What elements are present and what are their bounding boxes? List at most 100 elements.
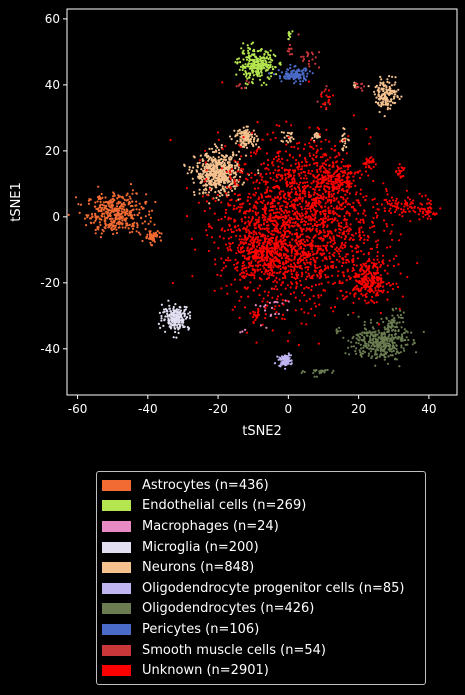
data-point [378, 90, 381, 93]
data-point [277, 155, 280, 158]
data-point [205, 200, 208, 203]
data-point [308, 152, 311, 155]
data-point [345, 253, 348, 256]
data-point [293, 268, 296, 271]
data-point [346, 253, 350, 256]
data-point [386, 80, 389, 84]
data-point [281, 157, 284, 160]
data-point [241, 247, 244, 250]
data-point [290, 145, 293, 148]
data-point [332, 207, 335, 210]
data-point [343, 215, 346, 218]
data-point [205, 154, 208, 157]
data-point [261, 300, 264, 303]
data-point [339, 228, 342, 231]
data-point [404, 343, 407, 346]
data-point [349, 223, 352, 226]
data-point [240, 238, 243, 241]
data-point [218, 160, 221, 163]
data-point [388, 349, 391, 352]
data-point [393, 316, 396, 320]
data-point [289, 263, 293, 266]
data-point [285, 355, 288, 358]
data-point [291, 233, 294, 236]
data-point [237, 194, 240, 197]
data-point [309, 263, 312, 266]
data-point [302, 59, 305, 63]
data-point [301, 196, 304, 199]
data-point [389, 337, 392, 340]
data-point [307, 223, 310, 226]
data-point [308, 65, 311, 68]
data-point [311, 250, 314, 253]
data-point [306, 243, 309, 246]
data-point [272, 242, 275, 245]
data-point [255, 60, 258, 64]
data-point [250, 42, 253, 46]
data-point [386, 100, 389, 103]
data-point [101, 196, 104, 199]
data-point [174, 327, 177, 330]
data-point [254, 304, 257, 307]
data-point [329, 218, 332, 221]
data-point [311, 243, 314, 246]
data-point [361, 281, 364, 284]
data-point [326, 235, 329, 238]
data-point [397, 337, 400, 340]
data-point [281, 262, 284, 266]
data-point [332, 243, 335, 246]
data-point [210, 157, 213, 160]
data-point [387, 322, 390, 325]
data-point [149, 216, 152, 219]
data-point [319, 245, 322, 248]
data-point [255, 135, 258, 138]
data-point [348, 203, 352, 206]
data-point [279, 196, 282, 199]
data-point [244, 82, 247, 85]
data-point [372, 291, 375, 294]
data-point [263, 250, 266, 253]
data-point [333, 305, 337, 309]
data-point [225, 284, 228, 287]
data-point [232, 153, 235, 156]
data-point [300, 171, 303, 174]
data-point [247, 252, 250, 255]
data-point [277, 266, 280, 269]
data-point [270, 190, 273, 193]
data-point [327, 281, 330, 284]
data-point [274, 312, 277, 316]
data-point [269, 75, 273, 78]
data-point [376, 276, 379, 280]
data-point [252, 273, 255, 276]
data-point [284, 299, 287, 302]
data-point [295, 281, 298, 284]
data-point [314, 370, 317, 373]
data-point [296, 217, 299, 220]
data-point [287, 169, 290, 172]
data-point [358, 349, 361, 352]
data-point [291, 209, 294, 213]
data-point [109, 199, 112, 202]
data-point [260, 163, 263, 166]
data-point [326, 185, 329, 188]
data-point [241, 64, 244, 67]
data-point [390, 84, 393, 87]
data-point [219, 178, 222, 181]
data-point [248, 255, 251, 258]
data-point [206, 234, 209, 237]
data-point [96, 225, 99, 229]
data-point [358, 275, 361, 278]
data-point [290, 200, 293, 203]
data-point [264, 268, 267, 271]
data-point [163, 310, 166, 313]
data-point [327, 198, 330, 201]
data-point [355, 217, 358, 221]
data-point [274, 230, 277, 233]
data-point [193, 193, 196, 196]
data-point [275, 281, 278, 284]
data-point [293, 203, 296, 206]
data-point [343, 171, 346, 174]
data-point [252, 144, 255, 148]
data-point [355, 251, 358, 254]
data-point [399, 272, 402, 275]
